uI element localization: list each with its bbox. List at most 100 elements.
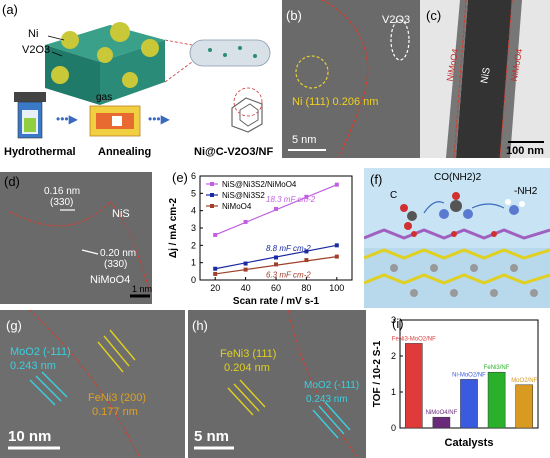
v2o3-text: V2O3	[382, 14, 411, 26]
nis-label-d: NiS	[112, 208, 130, 220]
legend-marker	[210, 182, 214, 186]
x-tick-label: 20	[210, 283, 220, 293]
feni3-label-h: FeNi3 (111)	[220, 348, 277, 360]
panel-label-f: (f)	[370, 172, 383, 187]
data-point	[274, 206, 278, 211]
data-point	[304, 249, 309, 254]
bar	[404, 343, 423, 429]
y-tick-label: 1	[391, 387, 396, 397]
y-tick-label: 2	[391, 351, 396, 361]
autoclave-icon	[14, 92, 46, 139]
bar	[515, 384, 534, 429]
label-v2o3: V2O3	[22, 44, 51, 56]
moo2-label-g: MoO2 (-111)	[10, 346, 71, 358]
label-ni: Ni	[28, 28, 39, 40]
bar	[432, 416, 451, 429]
furnace-icon	[89, 105, 141, 137]
panel-d-svg	[9, 201, 151, 298]
d-spacing-2: 0.20 nm	[100, 248, 137, 259]
scale-bar-b: 5 nm	[292, 134, 317, 146]
label-product: Ni@C-V2O3/NF	[194, 146, 274, 158]
ni-v2o3-block-icon	[45, 22, 165, 105]
series-annotation: 6.3 mF cm-2	[266, 270, 311, 279]
y-tick-label: 1	[191, 258, 196, 268]
panel-label-b: (b)	[286, 8, 302, 23]
data-point	[334, 254, 339, 259]
schematic-svg: •••▶ •••▶	[14, 22, 271, 139]
panel-a-schematic: •••▶ •••▶ (a) Ni V2O3 gas Hydrothermal A…	[0, 0, 282, 170]
moo2-label-h: MoO2 (-111)	[304, 380, 360, 391]
d-plane-1: (330)	[50, 197, 74, 208]
moo2-d-g: 0.243 nm	[10, 360, 56, 372]
legend-entry: NiMoO4	[222, 202, 252, 211]
series-annotation: 8.8 mF cm-2	[266, 244, 311, 253]
scale-bar-c: 100 nm	[506, 145, 544, 157]
data-point	[213, 271, 218, 276]
nimoo-label-d: NiMoO4	[90, 274, 131, 286]
label-annealing: Annealing	[98, 146, 152, 158]
panel-label-h: (h)	[192, 318, 208, 333]
panel-b-svg	[288, 0, 410, 158]
bar-label: NiMoO4/NF	[426, 410, 458, 416]
c-label: C	[390, 190, 398, 201]
bar-label: FeNi3/NF	[484, 365, 510, 371]
data-point	[243, 219, 248, 224]
data-point	[334, 182, 339, 187]
svg-text:•••▶: •••▶	[148, 112, 171, 126]
moo2-d-h: 0.243 nm	[306, 394, 348, 405]
panel-h-tem: (h) FeNi3 (111) 0.204 nm MoO2 (-111) 0.2…	[188, 310, 366, 458]
y-axis-label: Δj / mA cm-2	[168, 197, 179, 258]
legend-marker	[210, 204, 214, 208]
panel-label-a: (a)	[2, 2, 18, 17]
co2-molecule-icon	[400, 204, 417, 230]
scale-bar-d: 1 nm	[132, 284, 152, 294]
panel-c-svg	[446, 0, 544, 158]
x-tick-label: 80	[301, 283, 311, 293]
svg-text:•••▶: •••▶	[56, 112, 79, 126]
panel-e-chart: 20 40 60 80 100 0 1 2 3 4 5 6 Scan rate / mV s-1 Δj /…	[152, 168, 362, 306]
ni-lattice-text: Ni (111) 0.206 nm	[292, 96, 379, 108]
bar-label: Ni-MoO2/NF	[452, 372, 486, 378]
y-tick-label: 0	[191, 275, 196, 285]
nh2-label: -NH2	[514, 186, 538, 197]
x-tick-label: 60	[271, 283, 281, 293]
y-tick-label: 0	[391, 423, 396, 433]
panel-label-g: (g)	[6, 318, 22, 333]
panel-h-svg	[194, 310, 359, 458]
bar-label: FeNi3-MoO2/NF	[392, 336, 436, 342]
panel-f-svg	[364, 192, 550, 308]
d-spacing-1: 0.16 nm	[44, 186, 81, 197]
nh2-molecule-icon	[505, 199, 525, 215]
data-point	[213, 266, 218, 271]
nanorod-icon	[189, 39, 271, 67]
panel-d-tem: (d) 0.16 nm (330) NiS 0.20 nm (330) NiMo…	[0, 172, 152, 304]
y-tick-label: 5	[191, 188, 196, 198]
data-point	[243, 261, 248, 266]
scale-bar-h: 5 nm	[194, 428, 230, 445]
panel-g-tem: (g) MoO2 (-111) 0.243 nm FeNi3 (200) 0.1…	[0, 310, 185, 458]
product-hexagon-icon	[231, 97, 263, 133]
x-axis-label: Catalysts	[445, 437, 494, 449]
urea-molecule-icon	[439, 192, 473, 219]
panel-label-c: (c)	[426, 8, 442, 23]
panel-label-i: (i)	[392, 316, 404, 331]
label-gas: gas	[96, 92, 113, 103]
urea-label: CO(NH2)2	[434, 172, 482, 183]
panel-b-tem: (b) V2O3 Ni (111) 0.206 nm 5 nm	[282, 0, 420, 158]
panel-label-e: (e)	[172, 170, 188, 185]
y-tick-label: 6	[191, 171, 196, 181]
data-point	[304, 194, 309, 199]
data-point	[334, 243, 339, 248]
panel-f-schematic: (f) CO(NH2)2 C -NH2	[364, 168, 550, 308]
feni3-d-h: 0.204 nm	[224, 362, 270, 374]
bar	[487, 371, 506, 429]
bar-label: MoO2/NF	[511, 378, 537, 384]
data-point	[304, 258, 309, 263]
data-point	[213, 232, 218, 237]
panel-g-svg	[8, 310, 141, 458]
data-point	[274, 262, 278, 267]
d-plane-2: (330)	[104, 259, 128, 270]
x-tick-label: 100	[329, 283, 344, 293]
lattice-icon	[364, 228, 550, 297]
